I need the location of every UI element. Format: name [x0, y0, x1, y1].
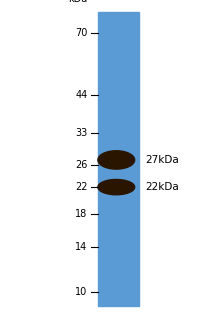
- Text: 33: 33: [75, 128, 87, 138]
- Text: 22kDa: 22kDa: [144, 182, 178, 192]
- Text: 14: 14: [75, 242, 87, 252]
- Bar: [98, 12, 139, 306]
- Text: 26: 26: [75, 160, 87, 170]
- Text: 18: 18: [75, 209, 87, 219]
- Text: 70: 70: [75, 28, 87, 38]
- Text: 44: 44: [75, 90, 87, 100]
- Text: 22: 22: [75, 182, 87, 192]
- Polygon shape: [98, 179, 134, 195]
- Text: kDa: kDa: [68, 0, 87, 4]
- Polygon shape: [98, 151, 134, 169]
- Text: 10: 10: [75, 287, 87, 297]
- Text: 27kDa: 27kDa: [144, 155, 178, 165]
